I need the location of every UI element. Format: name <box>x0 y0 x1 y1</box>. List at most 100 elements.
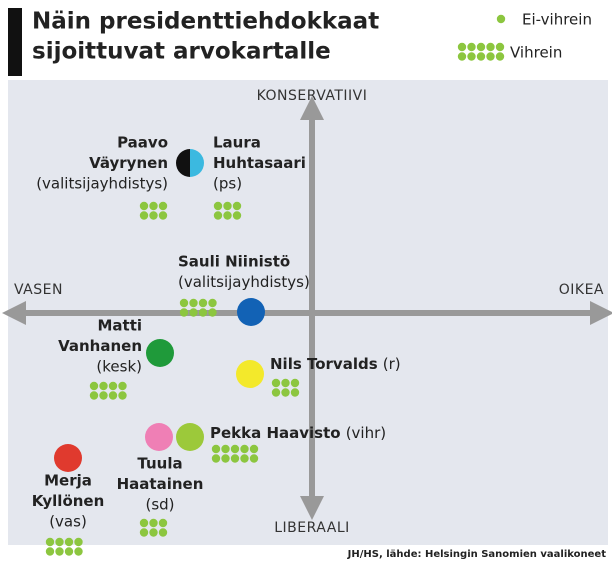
green-dot <box>240 454 249 463</box>
candidate-marker <box>54 444 82 472</box>
candidate-party: (kesk) <box>96 358 142 376</box>
green-dot <box>240 444 249 454</box>
candidate-marker <box>176 423 204 451</box>
candidate-name: Kyllönen <box>32 492 105 510</box>
candidate-name: Väyrynen <box>89 154 168 172</box>
candidate-name: Nils Torvalds <box>270 355 378 373</box>
green-dot <box>74 547 83 556</box>
green-dot <box>139 201 149 211</box>
legend-label: Vihrein <box>510 44 562 62</box>
title: sijoittuvat arvokartalle <box>32 39 331 65</box>
green-dot <box>211 444 221 454</box>
green-dot <box>74 537 83 547</box>
green-dot <box>457 42 467 52</box>
candidate-name: Huhtasaari <box>213 154 306 172</box>
green-dot <box>158 201 168 211</box>
green-dot <box>232 211 242 220</box>
axis-label: KONSERVATIIVI <box>257 88 368 104</box>
green-dot <box>179 298 189 308</box>
candidate-marker <box>146 339 174 367</box>
green-dot <box>208 298 217 308</box>
green-dot <box>495 42 505 52</box>
candidate-label: Pekka Haavisto (vihr) <box>210 423 386 442</box>
candidate-name: Sauli Niinistö <box>178 253 290 271</box>
legend-label: Ei-vihrein <box>522 11 592 29</box>
candidate-marker <box>145 423 173 451</box>
green-dot <box>198 298 208 308</box>
green-dot <box>223 211 232 220</box>
green-dot <box>118 391 127 400</box>
candidate-name: Tuula <box>137 455 182 473</box>
green-dot <box>139 528 149 537</box>
candidate-name: Paavo <box>117 134 168 152</box>
axis-label: OIKEA <box>559 282 604 298</box>
green-dot <box>230 444 240 454</box>
green-dot <box>221 454 230 463</box>
candidate-party: (vihr) <box>346 424 386 442</box>
green-dot <box>271 388 281 397</box>
green-dot <box>189 308 198 317</box>
green-dot <box>232 201 242 211</box>
green-dot <box>45 547 55 556</box>
green-dot <box>281 388 290 397</box>
candidate-party: (r) <box>383 355 401 373</box>
candidate-party: (valitsijayhdistys) <box>178 273 310 291</box>
candidate-name: Haatainen <box>117 475 204 493</box>
green-dot <box>290 378 300 388</box>
green-dot <box>55 547 64 556</box>
candidate-party: (vas) <box>49 513 87 531</box>
green-dot <box>118 381 127 391</box>
green-dot <box>89 381 99 391</box>
green-dot <box>99 391 108 400</box>
candidate-party: (sd) <box>145 496 174 514</box>
green-dot <box>213 201 223 211</box>
green-dot <box>149 211 158 220</box>
green-dot <box>476 42 486 52</box>
green-dot <box>486 42 495 52</box>
green-dot <box>486 52 495 61</box>
green-dot <box>290 388 300 397</box>
green-dot <box>139 211 149 220</box>
green-dot <box>149 528 158 537</box>
green-dot <box>281 378 290 388</box>
green-dot <box>158 518 168 528</box>
green-dot <box>89 391 99 400</box>
candidate-name: Vanhanen <box>58 337 142 355</box>
header-bar <box>8 8 22 76</box>
green-dot <box>158 211 168 220</box>
green-dot <box>99 381 108 391</box>
green-dot <box>149 201 158 211</box>
green-dot <box>221 444 230 454</box>
source: JH/HS, lähde: Helsingin Sanomien vaaliko… <box>347 549 607 560</box>
candidate-name: Pekka Haavisto <box>210 424 341 442</box>
green-dot <box>108 391 118 400</box>
green-dot <box>149 518 158 528</box>
green-dot <box>496 14 506 24</box>
green-dot <box>139 518 149 528</box>
axis-label: LIBERAALI <box>274 520 350 536</box>
green-dot <box>467 42 476 52</box>
green-dot <box>64 547 74 556</box>
green-dot <box>179 308 189 317</box>
green-dot <box>476 52 486 61</box>
green-dot <box>223 201 232 211</box>
green-dot <box>213 211 223 220</box>
green-dot <box>189 298 198 308</box>
candidate-marker <box>236 360 264 388</box>
candidate-party: (ps) <box>213 175 242 193</box>
candidate-label: Nils Torvalds (r) <box>270 354 401 373</box>
green-dot <box>467 52 476 61</box>
candidate-marker <box>176 149 190 177</box>
candidate-name: Matti <box>97 317 142 335</box>
candidate-marker <box>237 298 265 326</box>
green-dot <box>45 537 55 547</box>
green-dot <box>198 308 208 317</box>
green-dot <box>55 537 64 547</box>
candidate-party: (valitsijayhdistys) <box>36 175 168 193</box>
title: Näin presidenttiehdokkaat <box>32 9 379 35</box>
green-dot <box>249 454 259 463</box>
green-dot <box>158 528 168 537</box>
green-dot <box>249 444 259 454</box>
candidate-marker <box>190 149 204 177</box>
